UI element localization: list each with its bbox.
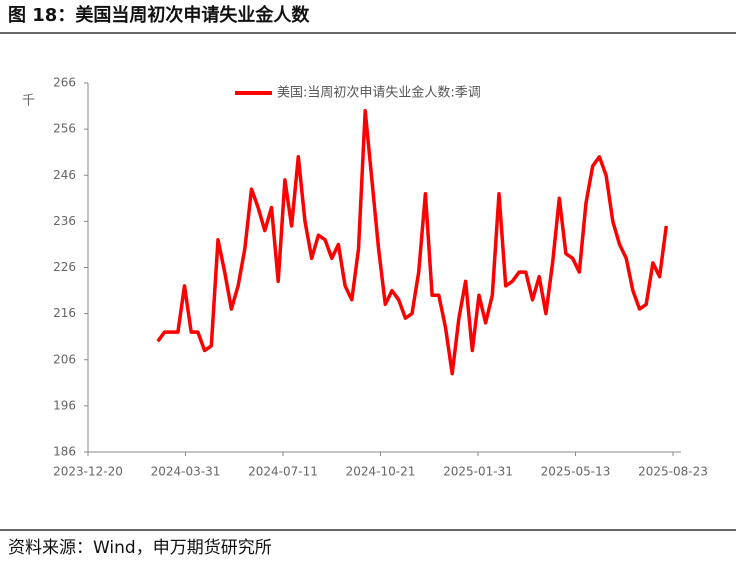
x-tick-label: 2023-12-20 xyxy=(53,465,123,479)
source: 资料来源：Wind，申万期货研究所 xyxy=(8,538,272,558)
y-tick-label: 196 xyxy=(53,398,76,412)
x-tick-label: 2024-07-11 xyxy=(248,465,318,479)
x-tick-label: 2024-03-31 xyxy=(151,465,221,479)
y-tick-label: 246 xyxy=(53,168,76,182)
x-tick-label: 2025-01-31 xyxy=(443,465,513,479)
x-tick-label: 2024-10-21 xyxy=(346,465,416,479)
y-tick-label: 236 xyxy=(53,214,76,228)
y-tick-label: 266 xyxy=(53,76,76,90)
y-tick-label: 226 xyxy=(53,260,76,274)
y-tick-label: 206 xyxy=(53,352,76,366)
chart-title: 图 18：美国当周初次申请失业金人数 xyxy=(8,4,310,26)
y-axis-label: 千 xyxy=(22,94,35,109)
y-tick-label: 256 xyxy=(53,122,76,136)
line xyxy=(156,108,669,376)
x-tick-label: 2025-08-23 xyxy=(638,465,708,479)
y-tick-label: 216 xyxy=(53,306,76,320)
x-tick-label: 2025-05-13 xyxy=(541,465,611,479)
legend-label: 美国:当周初次申请失业金人数:季调 xyxy=(277,85,481,101)
y-tick-label: 186 xyxy=(53,445,76,459)
